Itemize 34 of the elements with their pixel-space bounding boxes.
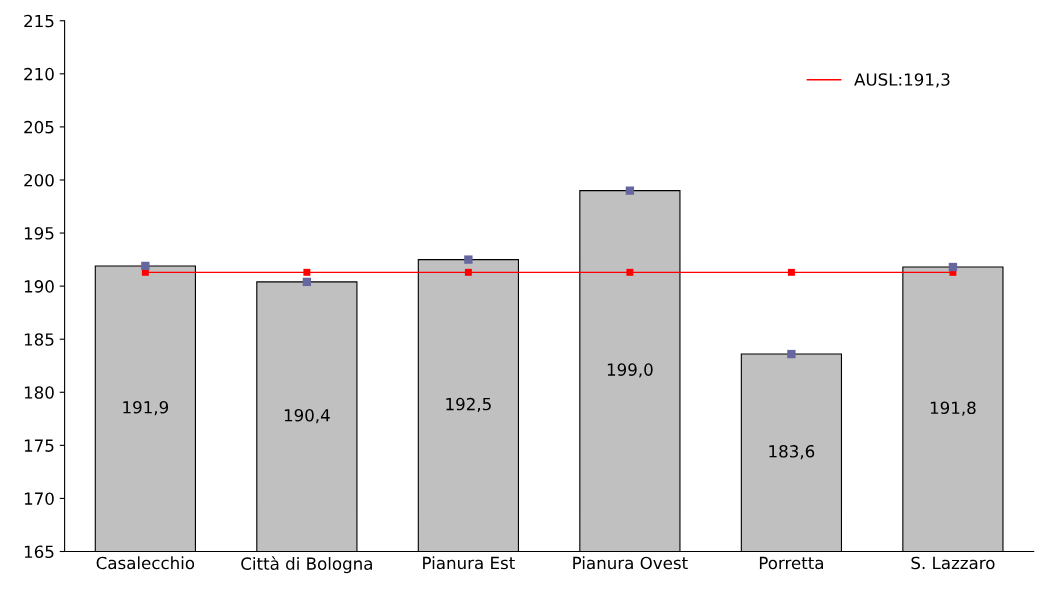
- point: [464, 268, 472, 276]
- x-tick-label: Pianura Ovest: [573, 556, 688, 570]
- y-tick-label: 170: [24, 492, 54, 505]
- y-tick-label: 205: [24, 120, 54, 134]
- point: [303, 268, 311, 276]
- data-label: 199,0: [607, 363, 653, 378]
- x-tick-label: S. Lazzaro: [911, 556, 995, 570]
- x-tick-label: Porretta: [759, 556, 823, 570]
- y-tick-label: 165: [24, 545, 54, 559]
- point: [626, 268, 634, 276]
- x-tick-label: Casalecchio: [96, 556, 195, 570]
- point: [141, 261, 150, 271]
- y-tick-label: 195: [24, 227, 54, 240]
- point: [464, 255, 473, 264]
- point: [787, 349, 796, 359]
- y-tick-label: 210: [24, 67, 54, 81]
- point: [787, 268, 795, 276]
- x-tick-label: Città di Bologna: [241, 556, 372, 574]
- data-label: 191,8: [930, 401, 976, 416]
- y-tick-label: 215: [24, 14, 54, 28]
- y-tick-label: 190: [24, 280, 54, 293]
- point: [948, 262, 958, 272]
- data-label: 183,6: [769, 445, 815, 460]
- data-label: 191,9: [123, 400, 169, 416]
- point: [625, 186, 635, 195]
- data-label: 192,5: [446, 397, 491, 413]
- x-tick-label: Pianura Est: [423, 556, 515, 570]
- y-tick-label: 175: [24, 439, 54, 452]
- y-tick-label: 200: [24, 173, 54, 187]
- legend-label: AUSL:191,3: [854, 73, 950, 88]
- y-tick-label: 185: [24, 333, 54, 346]
- y-tick-label: 180: [24, 386, 54, 399]
- data-label: 190,4: [284, 408, 330, 424]
- point: [302, 277, 312, 287]
